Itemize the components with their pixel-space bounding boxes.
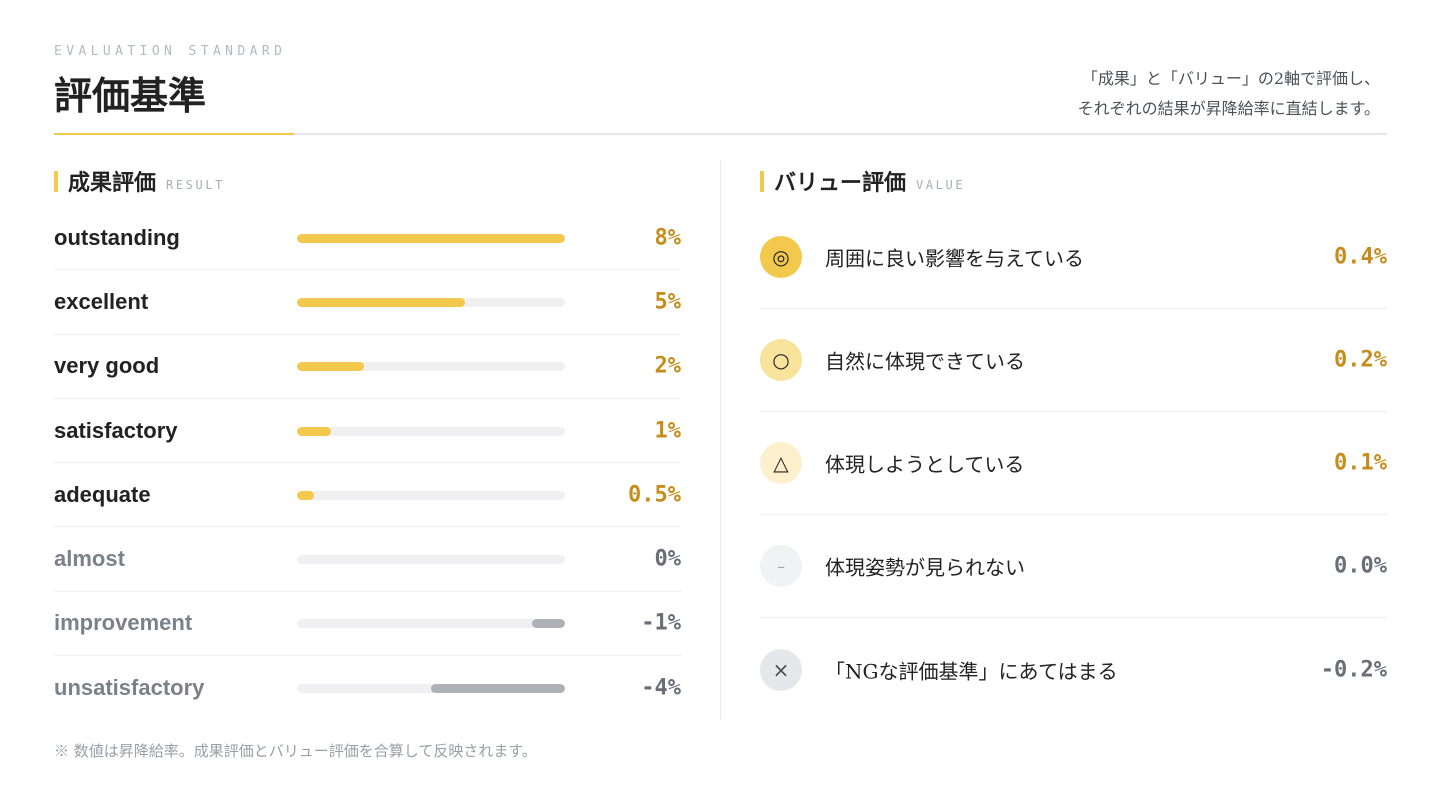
- result-label: unsatisfactory: [54, 675, 205, 701]
- value-label: 体現しようとしている: [825, 452, 1025, 477]
- value-row: – 体現姿勢が見られない 0.0%: [760, 515, 1387, 618]
- value-section-marker: [760, 170, 764, 192]
- result-row: almost 0%: [54, 527, 682, 592]
- result-list: outstanding 8% excellent 5% very good 2% satis…: [54, 206, 681, 720]
- result-row: excellent 5%: [54, 270, 682, 335]
- result-value: 8%: [654, 225, 682, 251]
- value-section-title: バリュー評価: [774, 170, 907, 196]
- header-divider-accent: [54, 133, 294, 135]
- value-row: ◎ 周囲に良い影響を与えている 0.4%: [760, 206, 1387, 309]
- result-bar-fill: [297, 297, 465, 307]
- column-divider: [720, 160, 721, 720]
- result-bar-track: [297, 490, 565, 500]
- result-row: very good 2%: [54, 335, 681, 399]
- result-row: adequate 0.5%: [54, 463, 681, 528]
- double-circle-icon: ◎: [760, 236, 802, 278]
- result-bar-fill: [531, 619, 565, 629]
- result-label: outstanding: [54, 224, 180, 250]
- value-label: 「NGな評価基準」にあてはまる: [825, 659, 1118, 683]
- value-rate: 0.1%: [1334, 450, 1387, 476]
- value-list: ◎ 周囲に良い影響を与えている 0.4% ○ 自然に体現できている 0.2% △ 体現しようと…: [760, 206, 1387, 721]
- result-label: very good: [54, 353, 160, 379]
- dash-icon: –: [760, 545, 802, 587]
- result-bar-track: [297, 233, 565, 243]
- cross-icon: ×: [760, 648, 802, 691]
- result-row: improvement -1%: [54, 592, 681, 657]
- value-label: 体現姿勢が見られない: [825, 555, 1025, 580]
- result-row: outstanding 8%: [54, 206, 682, 271]
- result-bar-fill: [297, 233, 565, 243]
- result-section-marker: [54, 170, 58, 192]
- footnote: ※ 数値は昇降給率。成果評価とバリュー評価を合算して反映されます。: [54, 742, 537, 760]
- result-row: unsatisfactory -4%: [54, 656, 681, 720]
- lead-line-1: 「成果」と「バリュー」の2軸で評価し、: [1081, 69, 1380, 88]
- result-label: satisfactory: [54, 417, 178, 443]
- result-bar-track: [297, 555, 565, 565]
- value-row: ○ 自然に体現できている 0.2%: [760, 309, 1387, 412]
- result-bar-track: [297, 362, 565, 372]
- result-bar-fill: [297, 490, 314, 500]
- value-label: 自然に体現できている: [825, 349, 1025, 374]
- result-section-subtitle: RESULT: [166, 178, 225, 192]
- value-rate: 0.2%: [1334, 347, 1387, 373]
- result-value: -4%: [641, 675, 681, 701]
- value-section-header: バリュー評価 VALUE: [760, 164, 965, 198]
- result-bar-track: [297, 426, 565, 436]
- circle-icon: ○: [760, 339, 802, 381]
- result-label: improvement: [54, 610, 193, 636]
- value-rate: 0.4%: [1334, 244, 1387, 270]
- result-value: 0.5%: [628, 482, 681, 508]
- lead-text: 「成果」と「バリュー」の2軸で評価し、 それぞれの結果が昇降給率に直結します。: [860, 64, 1380, 124]
- result-label: excellent: [54, 288, 149, 314]
- value-row: △ 体現しようとしている 0.1%: [760, 412, 1387, 515]
- result-value: 0%: [654, 546, 682, 572]
- result-row: satisfactory 1%: [54, 399, 682, 464]
- result-section-header: 成果評価 RESULT: [54, 164, 225, 198]
- result-value: 5%: [654, 289, 682, 315]
- result-bar-fill: [431, 684, 565, 694]
- value-label: 周囲に良い影響を与えている: [825, 246, 1084, 271]
- value-section-subtitle: VALUE: [916, 178, 966, 192]
- result-value: -1%: [641, 610, 681, 636]
- value-rate: -0.2%: [1320, 657, 1387, 682]
- eyebrow-label: EVALUATION STANDARD: [54, 44, 287, 59]
- result-bar-fill: [297, 426, 331, 436]
- result-bar-track: [297, 684, 565, 694]
- result-bar-track: [297, 619, 565, 629]
- page-title: 評価基準: [54, 73, 207, 118]
- result-bar-fill: [297, 362, 364, 372]
- result-label: adequate: [54, 481, 151, 507]
- lead-line-2: それぞれの結果が昇降給率に直結します。: [1077, 99, 1380, 118]
- result-bar-track: [297, 297, 565, 307]
- header-divider: [54, 133, 1387, 135]
- value-row: × 「NGな評価基準」にあてはまる -0.2%: [760, 618, 1387, 721]
- value-rate: 0.0%: [1334, 553, 1387, 579]
- result-value: 1%: [654, 418, 682, 444]
- triangle-icon: △: [760, 442, 802, 484]
- result-value: 2%: [654, 353, 682, 379]
- result-section-title: 成果評価: [68, 170, 157, 196]
- result-label: almost: [54, 546, 125, 572]
